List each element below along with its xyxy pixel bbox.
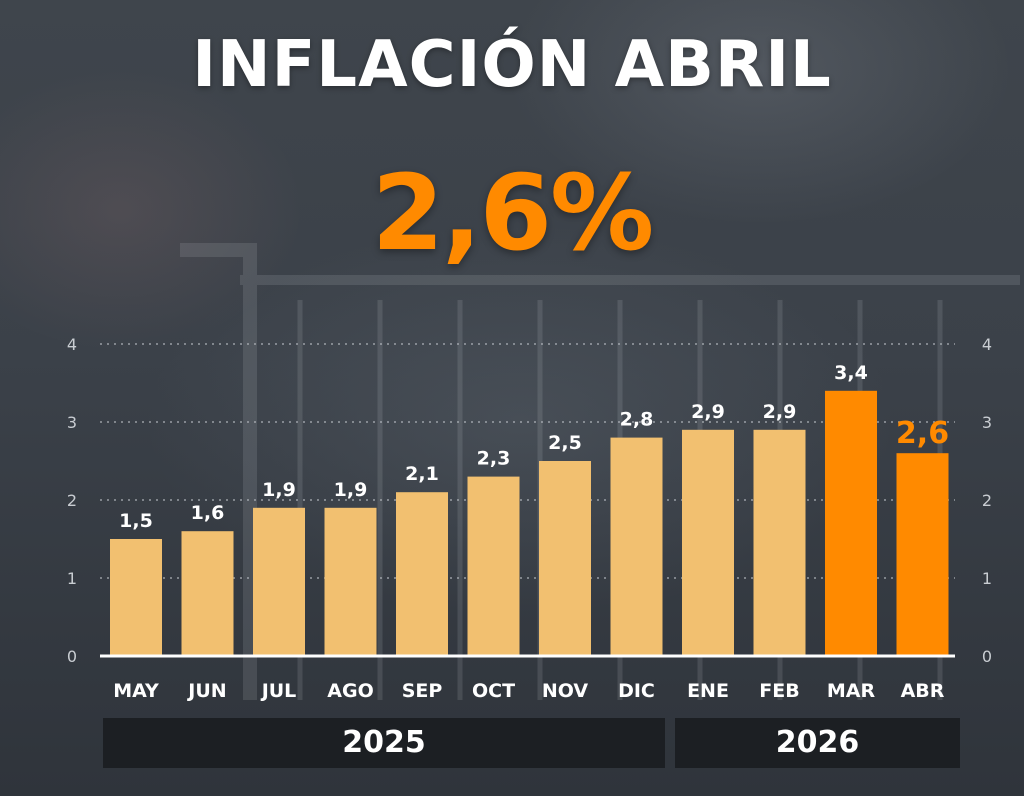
- bar-jun: [181, 531, 234, 656]
- x-tick-label-may: MAY: [113, 680, 159, 702]
- value-label-may: 1,5: [119, 510, 153, 532]
- y-tick-label-right: 1: [982, 569, 992, 588]
- y-tick-label-right: 2: [982, 491, 992, 510]
- y-tick-label-right: 0: [982, 647, 992, 666]
- bar-may: [110, 539, 162, 656]
- value-label-jun: 1,6: [191, 502, 225, 524]
- x-tick-label-feb: FEB: [759, 680, 799, 702]
- y-tick-label-left: 3: [67, 413, 77, 432]
- value-label-ene: 2,9: [691, 401, 725, 423]
- x-tick-label-mar: MAR: [827, 680, 876, 702]
- bar-abr: [896, 453, 949, 656]
- year-band-2026: 2026: [675, 718, 960, 768]
- bar-feb: [753, 429, 806, 656]
- year-band-2025: 2025: [103, 718, 665, 768]
- bar-oct: [467, 476, 520, 656]
- x-tick-label-jun: JUN: [186, 680, 226, 702]
- bar-ene: [682, 429, 734, 656]
- y-tick-label-left: 1: [67, 569, 77, 588]
- bar-nov: [539, 461, 591, 656]
- y-tick-label-left: 0: [67, 647, 77, 666]
- value-label-jul: 1,9: [262, 479, 296, 501]
- x-tick-label-oct: OCT: [472, 680, 515, 702]
- value-label-abr: 2,6: [896, 416, 949, 451]
- x-tick-label-abr: ABR: [901, 680, 945, 702]
- value-label-mar: 3,4: [834, 362, 868, 384]
- bar-sep: [396, 492, 448, 656]
- x-tick-label-dic: DIC: [618, 680, 655, 702]
- x-tick-label-ago: AGO: [327, 680, 373, 702]
- x-tick-label-sep: SEP: [402, 680, 443, 702]
- value-label-sep: 2,1: [405, 463, 439, 485]
- bar-mar: [825, 390, 877, 656]
- bar-ago: [324, 507, 377, 656]
- x-tick-label-nov: NOV: [542, 680, 589, 702]
- value-label-feb: 2,9: [763, 401, 797, 423]
- value-label-nov: 2,5: [548, 432, 582, 454]
- headline-value: 2,6%: [371, 152, 654, 274]
- bar-dic: [610, 437, 663, 656]
- value-label-dic: 2,8: [620, 409, 654, 431]
- y-tick-label-right: 4: [982, 335, 992, 354]
- x-tick-label-jul: JUL: [260, 680, 297, 702]
- value-label-oct: 2,3: [477, 448, 511, 470]
- y-tick-label-left: 4: [67, 335, 77, 354]
- page-title: INFLACIÓN ABRIL: [192, 28, 832, 102]
- bar-jul: [253, 507, 305, 656]
- x-tick-label-ene: ENE: [687, 680, 729, 702]
- y-tick-label-left: 2: [67, 491, 77, 510]
- value-label-ago: 1,9: [334, 479, 368, 501]
- y-tick-label-right: 3: [982, 413, 992, 432]
